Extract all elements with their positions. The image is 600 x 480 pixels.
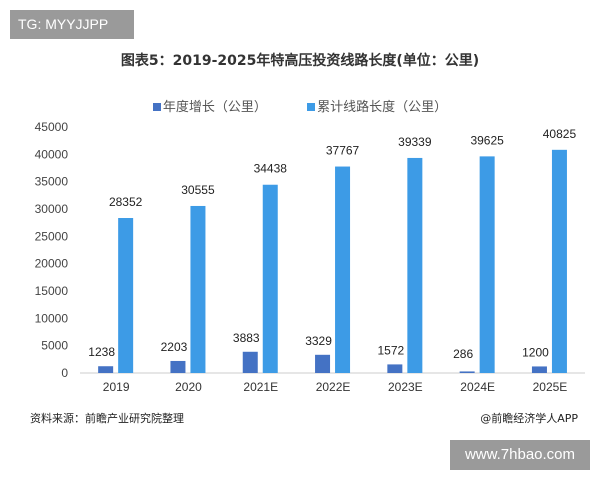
bar-cumulative	[262, 184, 278, 373]
bar-annual	[531, 366, 547, 373]
bar-annual	[459, 371, 475, 373]
data-label: 3329	[305, 334, 332, 348]
credit: @前瞻经济学人APP	[480, 412, 578, 425]
y-tick-label: 15000	[35, 284, 69, 298]
x-tick-label: 2023E	[388, 380, 423, 394]
bar-cumulative	[118, 218, 134, 373]
data-label: 39625	[470, 133, 504, 147]
bar-annual	[387, 364, 403, 373]
data-label: 40825	[543, 127, 577, 141]
source-note: 资料来源：前瞻产业研究院整理	[30, 412, 184, 425]
legend-label: 年度增长（公里）	[162, 100, 267, 115]
data-label: 1238	[88, 345, 115, 359]
y-tick-label: 35000	[35, 175, 69, 189]
bar-annual	[242, 351, 258, 373]
x-tick-label: 2024E	[460, 380, 495, 394]
x-tick-label: 2021E	[243, 380, 278, 394]
y-tick-label: 40000	[35, 147, 69, 161]
data-label: 28352	[109, 195, 143, 209]
y-tick-label: 10000	[35, 311, 69, 325]
x-tick-label: 2025E	[533, 380, 568, 394]
y-tick-label: 5000	[41, 339, 68, 353]
legend-item-annual: 年度增长（公里）	[152, 100, 267, 115]
bar-cumulative	[407, 157, 423, 373]
bar-cumulative	[479, 156, 495, 373]
data-label: 34438	[254, 162, 288, 176]
data-label: 39339	[398, 135, 432, 149]
data-label: 286	[453, 347, 473, 361]
x-tick-label: 2022E	[316, 380, 351, 394]
y-tick-label: 45000	[35, 120, 69, 134]
y-tick-label: 30000	[35, 202, 69, 216]
y-tick-label: 20000	[35, 257, 69, 271]
data-label: 37767	[326, 144, 360, 158]
bar-annual	[98, 366, 114, 373]
bar-annual	[170, 360, 186, 373]
data-label: 2203	[161, 340, 188, 354]
bar-cumulative	[190, 205, 206, 373]
bar-annual	[315, 354, 331, 373]
x-tick-label: 2019	[103, 380, 130, 394]
legend-label: 累计线路长度（公里）	[317, 100, 448, 115]
y-tick-label: 25000	[35, 229, 69, 243]
watermark-bottom: www.7hbao.com	[450, 440, 590, 470]
legend-item-cumulative: 累计线路长度（公里）	[307, 100, 447, 115]
data-label: 3883	[233, 331, 260, 345]
x-tick-label: 2020	[175, 380, 202, 394]
chart-plot: 0 5000 10000 15000 20000 25000 30000 35000 40000…	[35, 120, 585, 394]
y-tick-label: 0	[61, 366, 68, 380]
watermark-top: TG: MYYJJPP	[10, 10, 134, 39]
data-label: 1572	[377, 343, 404, 357]
data-label: 1200	[522, 345, 549, 359]
bar-cumulative	[335, 166, 351, 373]
chart-title: 图表5：2019-2025年特高压投资线路长度(单位：公里)	[120, 53, 480, 69]
bar-cumulative	[551, 149, 567, 373]
legend: 年度增长（公里） 累计线路长度（公里）	[0, 96, 600, 115]
data-label: 30555	[181, 183, 215, 197]
